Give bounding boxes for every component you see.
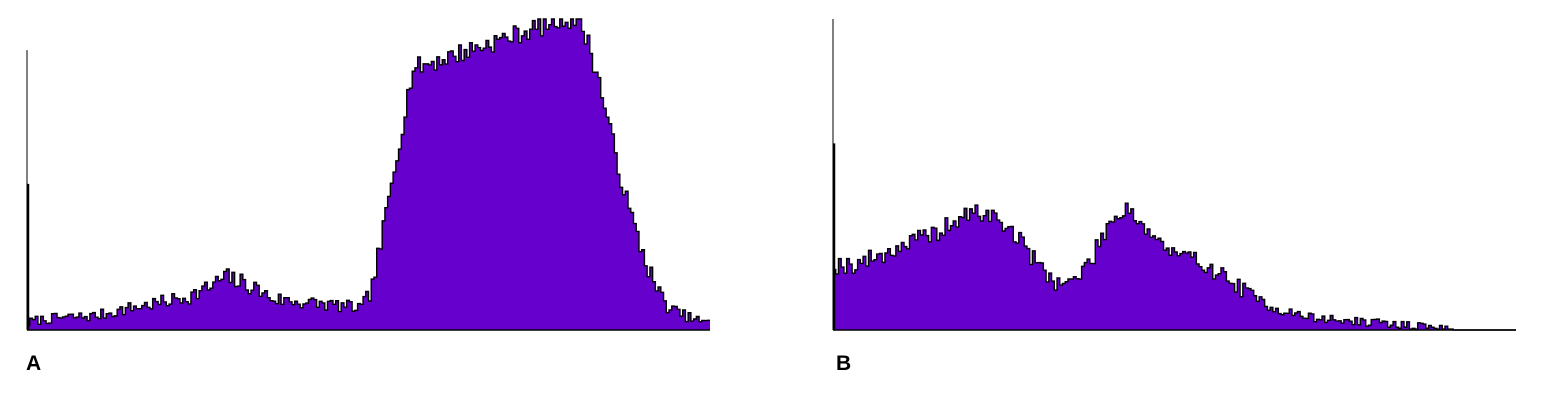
histogram-area [833,203,1516,330]
panel-label-b: B [836,352,852,375]
histogram-panel-b: B [800,0,1547,400]
histogram-outline [833,202,1516,331]
histogram-chart-b [832,19,1516,331]
histogram-outline [27,18,710,327]
histogram-chart-a [26,18,710,331]
histogram-area [27,19,710,330]
histogram-panel-a: A [0,0,760,400]
panel-label-a: A [26,352,42,375]
